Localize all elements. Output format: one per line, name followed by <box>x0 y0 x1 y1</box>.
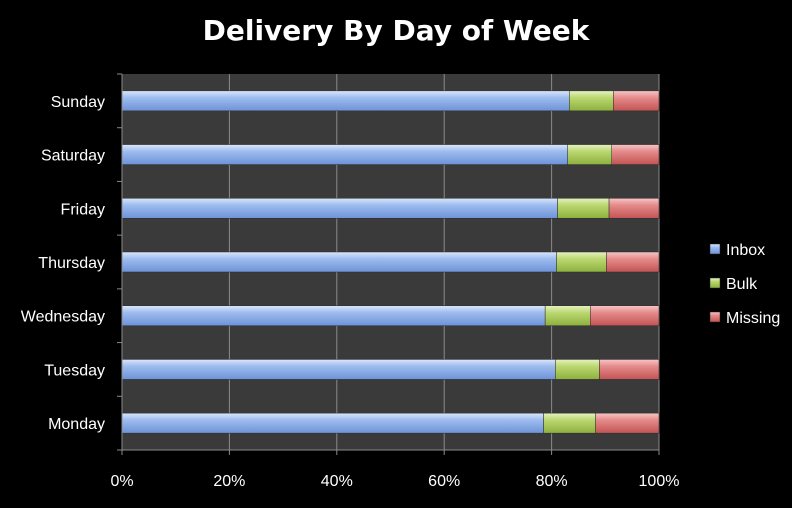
bar-bulk-wednesday <box>544 305 591 326</box>
bar-inbox-wednesday <box>121 305 546 326</box>
x-tick-label: 20% <box>213 473 245 490</box>
y-tick-label: Wednesday <box>21 309 105 326</box>
bar-missing-thursday <box>606 251 660 273</box>
bar-bulk-saturday <box>567 144 612 165</box>
chart-title: Delivery By Day of Week <box>202 14 590 47</box>
bar-missing-saturday <box>611 144 660 165</box>
bar-inbox-friday <box>121 198 558 219</box>
bar-bulk-tuesday <box>555 359 600 380</box>
x-tick-label: 100% <box>639 473 680 490</box>
bar-inbox-sunday <box>121 90 570 112</box>
bar-inbox-tuesday <box>121 359 556 380</box>
legend-label-inbox: Inbox <box>726 242 765 259</box>
y-tick-label: Sunday <box>51 94 105 111</box>
y-tick-label: Thursday <box>38 255 105 272</box>
legend-label-missing: Missing <box>726 310 780 327</box>
bar-missing-sunday <box>613 90 660 112</box>
bar-inbox-thursday <box>121 251 557 273</box>
bar-missing-friday <box>608 198 660 219</box>
legend-swatch-inbox <box>709 243 721 255</box>
bar-bulk-friday <box>557 198 610 219</box>
x-tick-label: 0% <box>110 473 133 490</box>
bar-inbox-saturday <box>121 144 568 165</box>
bar-missing-tuesday <box>599 359 660 380</box>
y-tick-label: Friday <box>61 201 105 218</box>
bar-missing-monday <box>595 412 660 434</box>
x-tick-label: 80% <box>536 473 568 490</box>
y-tick-label: Tuesday <box>44 362 105 379</box>
bar-bulk-sunday <box>569 90 614 112</box>
bar-inbox-monday <box>121 412 544 434</box>
bar-missing-wednesday <box>590 305 660 326</box>
bar-bulk-monday <box>543 412 596 434</box>
legend-swatch-bulk <box>709 277 721 289</box>
y-tick-label: Monday <box>48 416 105 433</box>
x-tick-label: 60% <box>428 473 460 490</box>
legend-swatch-missing <box>709 311 721 323</box>
x-tick-label: 40% <box>321 473 353 490</box>
bar-bulk-thursday <box>556 251 607 273</box>
legend-label-bulk: Bulk <box>726 276 758 293</box>
y-tick-label: Saturday <box>41 148 105 165</box>
